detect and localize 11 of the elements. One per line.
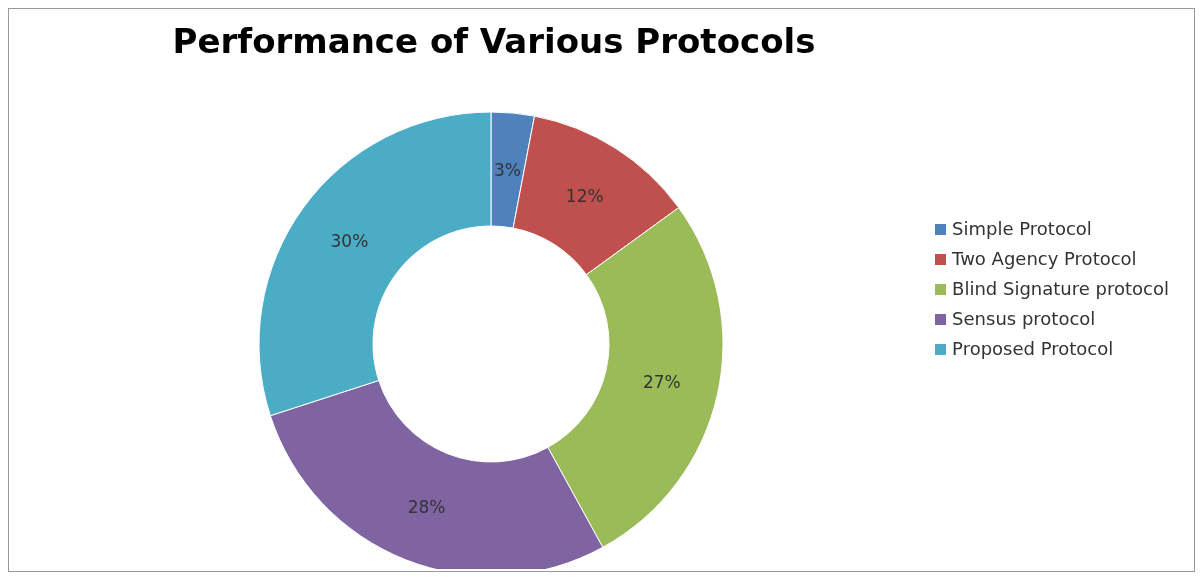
chart-title: Performance of Various Protocols (171, 21, 817, 61)
data-label: 28% (407, 496, 446, 517)
legend-label: Blind Signature protocol (952, 277, 1169, 301)
legend-label: Sensus protocol (952, 307, 1096, 331)
data-label: 12% (565, 186, 604, 207)
legend-label: Simple Protocol (952, 217, 1092, 241)
legend-label: Two Agency Protocol (952, 247, 1137, 271)
data-label: 27% (642, 372, 681, 393)
legend-label: Proposed Protocol (952, 337, 1114, 361)
data-label: 30% (330, 231, 369, 252)
data-label: 3% (493, 159, 521, 180)
